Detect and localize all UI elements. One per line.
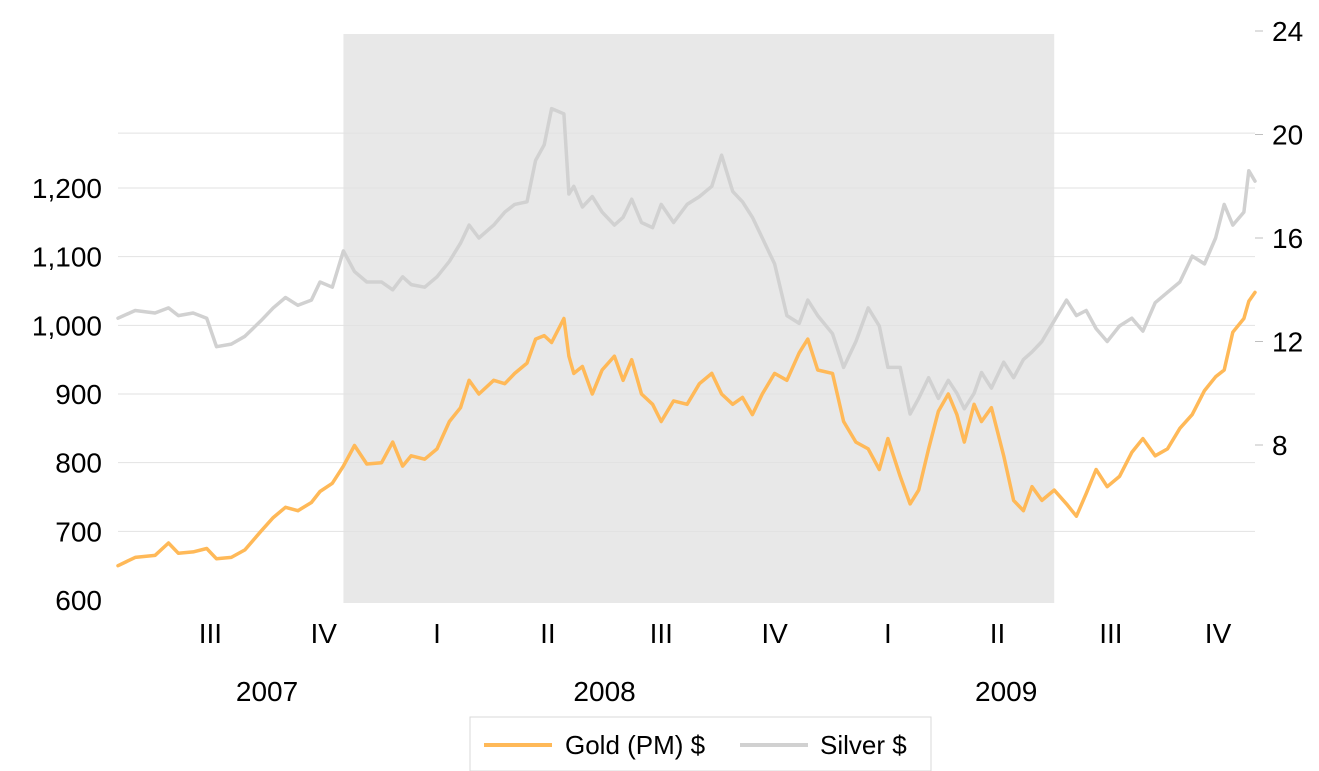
- left-tick-label: 600: [55, 585, 102, 616]
- quarter-label: I: [433, 618, 441, 649]
- year-label: 2009: [975, 676, 1037, 707]
- year-label: 2007: [236, 676, 298, 707]
- year-label: 2008: [573, 676, 635, 707]
- legend-gold-label: Gold (PM) $: [565, 730, 706, 760]
- left-axis-ticks: 600 700 800 900 1,000 1,100 1,200: [32, 173, 102, 616]
- quarter-label: II: [540, 618, 556, 649]
- left-tick-label: 700: [55, 516, 102, 547]
- series-line-silver: [116, 106, 1257, 416]
- legend-silver-label: Silver $: [820, 730, 907, 760]
- right-tick-label: 12: [1272, 327, 1303, 358]
- quarter-label: II: [990, 618, 1006, 649]
- legend: Gold (PM) $ Silver $: [469, 716, 932, 771]
- left-tick-label: 1,000: [32, 310, 102, 341]
- shaded-period: [343, 34, 1055, 603]
- right-axis-ticks: 8 12 16 20 24: [1255, 16, 1303, 461]
- quarter-label: III: [1099, 618, 1122, 649]
- left-tick-label: 1,100: [32, 242, 102, 273]
- quarter-label: I: [884, 618, 892, 649]
- quarter-label: III: [199, 618, 222, 649]
- right-tick-label: 8: [1272, 430, 1288, 461]
- left-tick-label: 1,200: [32, 173, 102, 204]
- quarter-label: III: [650, 618, 673, 649]
- quarter-label: IV: [1205, 618, 1232, 649]
- quarter-label: IV: [310, 618, 337, 649]
- quarter-label: IV: [761, 618, 788, 649]
- left-tick-label: 900: [55, 379, 102, 410]
- left-tick-label: 800: [55, 448, 102, 479]
- series-line-gold: [116, 290, 1257, 568]
- series-lines: [116, 106, 1257, 568]
- gridlines: [118, 132, 1255, 532]
- right-tick-label: 16: [1272, 223, 1303, 254]
- shaded-period-layer: [343, 34, 1055, 603]
- right-tick-label: 24: [1272, 16, 1303, 47]
- right-tick-label: 20: [1272, 120, 1303, 151]
